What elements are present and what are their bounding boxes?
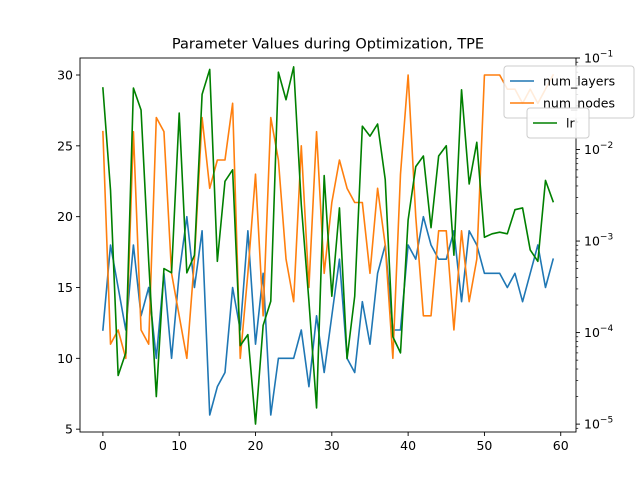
axes: 0 10 20 30 40 50 60 5 10 15 20 25 30 10−5 10−4 10−3 10−2… xyxy=(57,50,613,454)
y-left-tick-label: 15 xyxy=(57,280,73,295)
x-tick-label: 10 xyxy=(171,438,187,453)
y-right-tick-label: 10−2 xyxy=(584,141,613,157)
y-left-tick-label: 10 xyxy=(57,351,73,366)
x-tick-label: 60 xyxy=(553,438,569,453)
x-tick-label: 50 xyxy=(476,438,492,453)
legend-box xyxy=(526,107,590,139)
y-left-tick-label: 25 xyxy=(57,138,73,153)
y-right-tick-label: 10−1 xyxy=(584,50,613,66)
x-tick-label: 40 xyxy=(400,438,416,453)
x-tick-label: 0 xyxy=(99,438,107,453)
y-left-tick-label: 30 xyxy=(57,68,73,83)
y-right-tick-label: 10−3 xyxy=(584,233,613,249)
chart-title: Parameter Values during Optimization, TP… xyxy=(172,37,484,53)
y-right-tick-label: 10−4 xyxy=(584,324,613,340)
legend-label: lr xyxy=(566,116,575,131)
x-tick-label: 30 xyxy=(324,438,340,453)
series-line-num-layers xyxy=(102,215,555,416)
series-line-lr xyxy=(102,66,555,425)
x-tick-label: 20 xyxy=(248,438,264,453)
y-right-tick-label: 10−5 xyxy=(584,416,613,432)
plot-area xyxy=(102,66,555,425)
legend-label: num_nodes xyxy=(543,96,615,111)
legend-label: num_layers xyxy=(543,74,615,89)
y-left-tick-label: 5 xyxy=(65,422,73,437)
y-left-tick-label: 20 xyxy=(57,209,73,224)
